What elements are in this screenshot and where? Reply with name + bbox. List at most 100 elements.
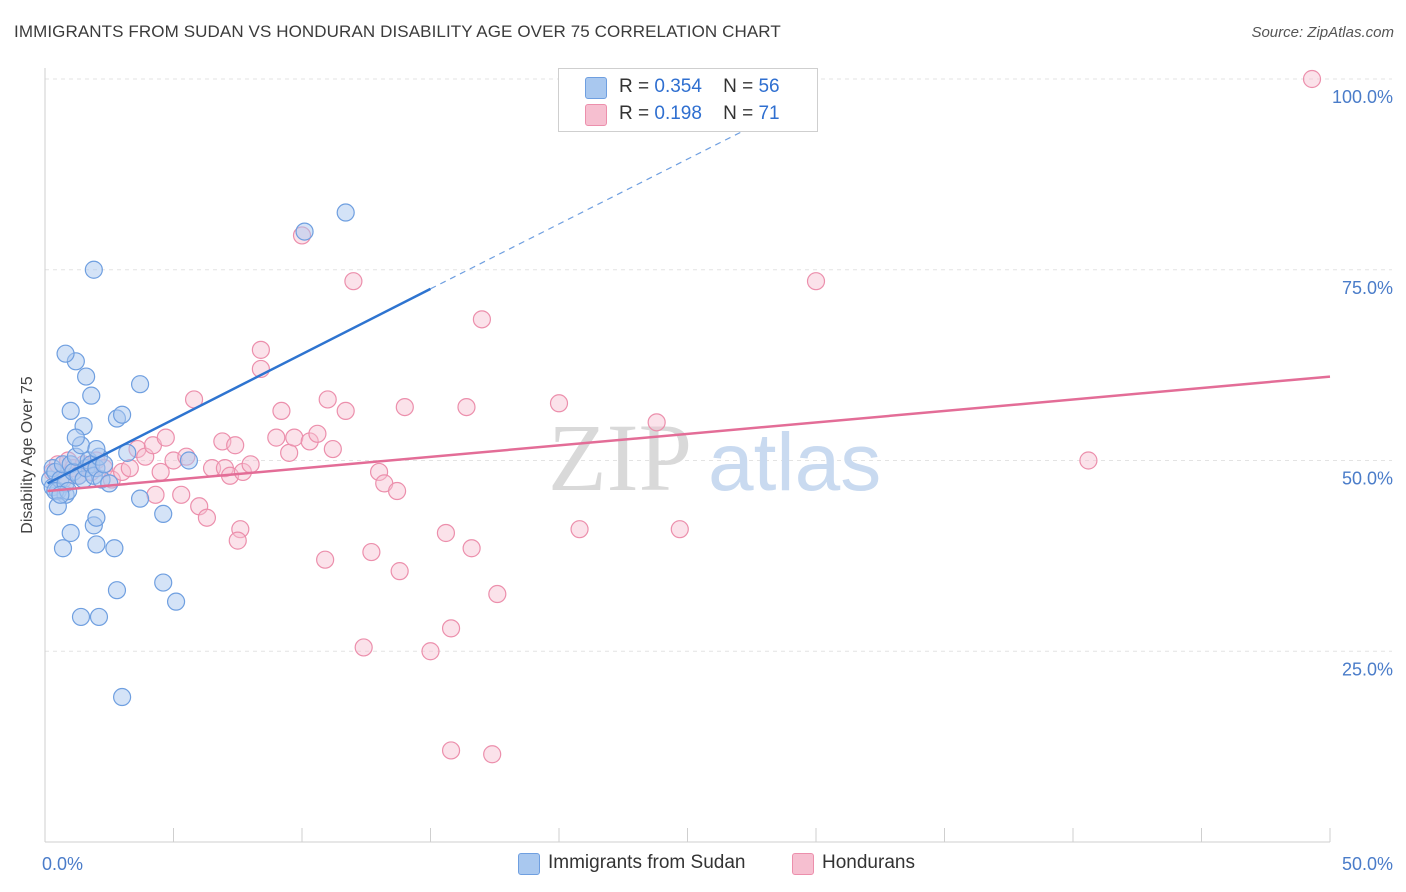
data-point-sudan [77, 367, 96, 386]
legend-r-value-sudan: 0.354 [654, 76, 702, 97]
data-point-sudan [179, 451, 199, 470]
data-point-hondurans [670, 520, 689, 539]
source-label: Source: ZipAtlas.com [1251, 24, 1394, 41]
series-sudan-points [41, 203, 355, 707]
data-point-sudan [87, 508, 106, 527]
data-point-hondurans [241, 455, 260, 474]
data-point-hondurans [370, 462, 389, 482]
data-point-hondurans [1302, 69, 1322, 89]
data-point-hondurans [441, 619, 461, 638]
data-point-hondurans [483, 745, 502, 764]
data-point-sudan [118, 443, 137, 462]
data-point-hondurans [267, 428, 286, 447]
data-point-hondurans [647, 413, 666, 432]
watermark: ZIP atlas [548, 404, 881, 511]
data-point-sudan [61, 523, 80, 543]
data-point-hondurans [549, 394, 569, 413]
data-point-hondurans [457, 397, 476, 417]
y-tick-label: 25.0% [1342, 659, 1393, 679]
data-point-sudan [112, 687, 132, 707]
data-point-hondurans [421, 642, 440, 661]
bottom-legend-swatch-hondurans [792, 853, 814, 875]
x-tick-label: 0.0% [42, 854, 83, 874]
data-point-sudan [112, 405, 132, 424]
data-point-hondurans [228, 531, 247, 550]
data-point-hondurans [387, 481, 407, 501]
legend-r-label: R = [619, 76, 650, 97]
data-point-sudan [53, 539, 73, 558]
data-point-hondurans [395, 397, 414, 417]
data-point-hondurans [354, 638, 373, 657]
data-point-hondurans [251, 340, 270, 359]
legend-swatch-sudan [585, 77, 607, 99]
legend-n-value-hondurans: 71 [758, 103, 780, 124]
data-point-hondurans [344, 272, 363, 291]
data-point-sudan [66, 428, 85, 447]
data-point-sudan [71, 607, 91, 627]
trend-lines [47, 93, 1331, 493]
legend-n-label: N = [723, 103, 754, 124]
bottom-legend-swatch-sudan [518, 853, 540, 875]
data-point-hondurans [488, 584, 507, 604]
legend-n-value-sudan: 56 [758, 76, 780, 97]
data-point-sudan [130, 375, 150, 394]
data-point-hondurans [172, 485, 191, 504]
trend-line-hondurans [47, 375, 1331, 493]
legend-r-label: R = [619, 103, 650, 124]
data-point-sudan [82, 386, 101, 405]
data-point-hondurans [156, 428, 175, 447]
watermark-atlas: atlas [708, 417, 881, 508]
watermark-zip: ZIP [548, 404, 692, 511]
y-tick-label: 100.0% [1332, 87, 1393, 107]
data-point-hondurans [362, 542, 381, 562]
data-point-hondurans [462, 539, 481, 558]
data-point-sudan [130, 489, 150, 508]
chart-title: IMMIGRANTS FROM SUDAN VS HONDURAN DISABI… [14, 22, 781, 41]
data-point-hondurans [318, 390, 337, 409]
data-point-sudan [100, 474, 119, 493]
legend-r-value-hondurans: 0.198 [654, 103, 702, 124]
data-point-sudan [84, 260, 103, 279]
data-point-hondurans [436, 523, 456, 543]
data-point-hondurans [308, 424, 327, 443]
data-point-sudan [154, 573, 173, 592]
data-point-hondurans [272, 401, 291, 421]
trend-line-sudan [47, 287, 432, 485]
data-point-sudan [87, 535, 106, 554]
data-point-sudan [61, 401, 80, 421]
data-point-hondurans [226, 436, 245, 455]
data-point-hondurans [300, 432, 319, 451]
data-point-hondurans [472, 310, 491, 329]
data-point-hondurans [570, 520, 589, 539]
data-point-sudan [56, 344, 75, 363]
data-point-hondurans [323, 439, 342, 459]
bottom-legend-label-hondurans: Hondurans [822, 852, 915, 873]
grid-lines [45, 78, 1392, 652]
data-point-hondurans [280, 443, 299, 462]
legend-swatch-hondurans [585, 104, 607, 126]
data-point-sudan [105, 539, 124, 558]
x-tick-label: 50.0% [1342, 854, 1393, 874]
data-point-hondurans [1079, 451, 1098, 470]
data-point-sudan [166, 592, 186, 611]
tick-labels: 25.0% 50.0% 75.0% 100.0% 0.0% 50.0% [42, 87, 1393, 874]
data-point-hondurans [336, 401, 355, 421]
y-tick-label: 75.0% [1342, 278, 1393, 298]
data-point-sudan [295, 222, 314, 241]
data-point-sudan [336, 203, 355, 222]
data-point-hondurans [120, 459, 139, 478]
data-point-sudan [154, 504, 173, 524]
data-point-hondurans [316, 550, 335, 569]
trend-line-sudan-extension [430, 93, 817, 290]
data-point-sudan [107, 581, 127, 600]
y-tick-label: 50.0% [1342, 469, 1393, 489]
data-point-hondurans [390, 562, 409, 581]
data-point-hondurans [146, 485, 165, 504]
data-point-hondurans [806, 272, 826, 291]
series-hondurans-points [43, 69, 1322, 764]
data-point-hondurans [285, 428, 304, 447]
data-point-hondurans [197, 508, 217, 527]
bottom-legend-label-sudan: Immigrants from Sudan [548, 852, 746, 873]
axes [44, 68, 1331, 843]
